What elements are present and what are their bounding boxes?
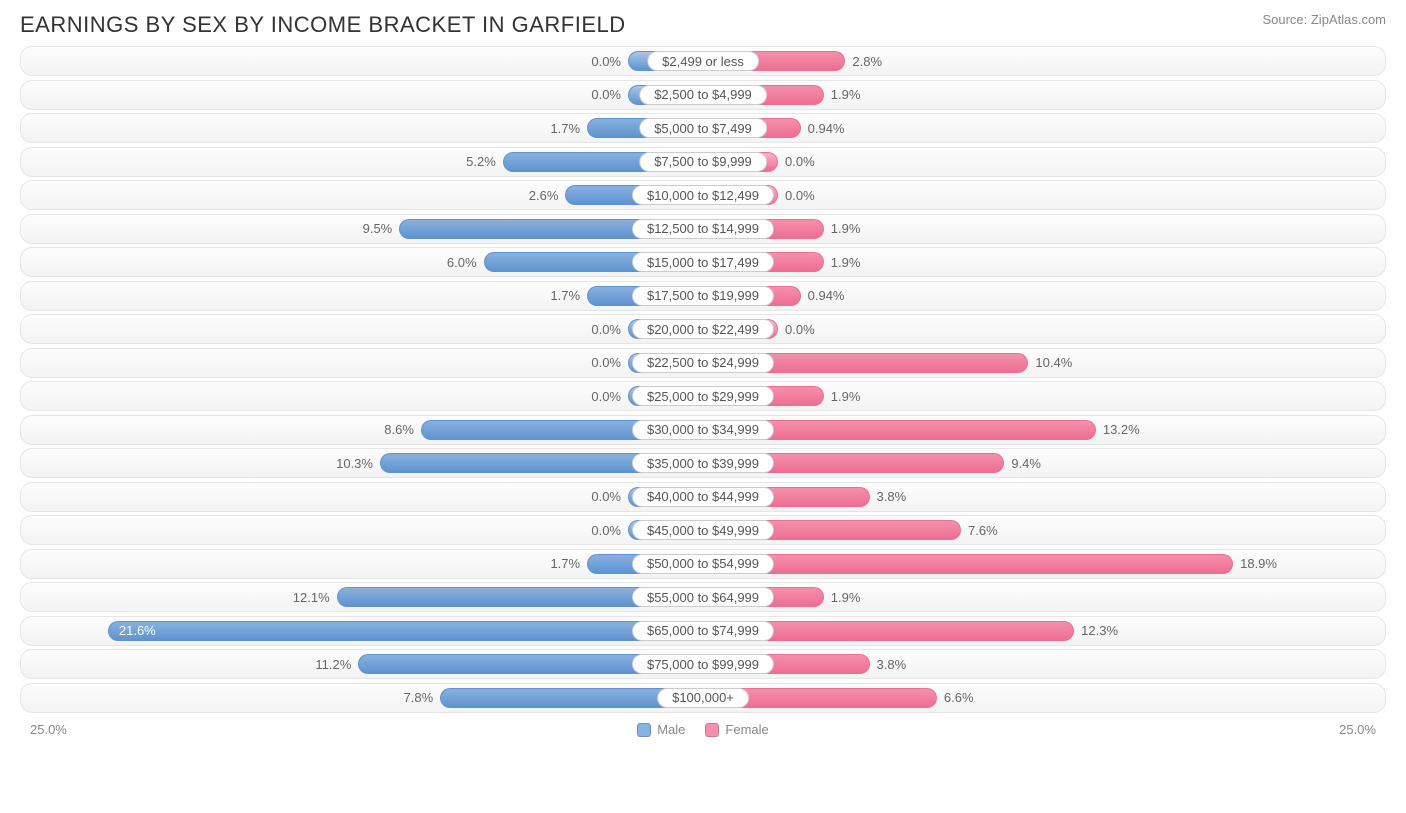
value-female: 13.2%	[1095, 422, 1140, 437]
bracket-label: $55,000 to $64,999	[632, 587, 774, 607]
value-male: 1.7%	[550, 288, 588, 303]
value-male: 0.0%	[591, 87, 629, 102]
value-female: 6.6%	[936, 690, 974, 705]
swatch-male-icon	[637, 723, 651, 737]
value-female: 2.8%	[844, 54, 882, 69]
table-row: 0.0% 2.8% $2,499 or less	[20, 46, 1386, 76]
legend-male-label: Male	[657, 722, 685, 737]
value-male: 2.6%	[529, 188, 567, 203]
legend-item-female: Female	[705, 722, 768, 737]
table-row: 11.2% 3.8% $75,000 to $99,999	[20, 649, 1386, 679]
value-female: 12.3%	[1073, 623, 1118, 638]
chart-title: EARNINGS BY SEX BY INCOME BRACKET IN GAR…	[20, 12, 626, 38]
bracket-label: $25,000 to $29,999	[632, 386, 774, 406]
table-row: 0.0% 7.6% $45,000 to $49,999	[20, 515, 1386, 545]
value-male: 9.5%	[363, 221, 401, 236]
bracket-label: $20,000 to $22,499	[632, 319, 774, 339]
value-male: 10.3%	[336, 456, 381, 471]
value-male: 12.1%	[293, 590, 338, 605]
bracket-label: $35,000 to $39,999	[632, 453, 774, 473]
swatch-female-icon	[705, 723, 719, 737]
legend: Male Female	[637, 722, 769, 737]
bracket-label: $100,000+	[657, 688, 749, 708]
table-row: 0.0% 1.9% $25,000 to $29,999	[20, 381, 1386, 411]
value-male: 21.6%	[109, 623, 156, 638]
table-row: 6.0% 1.9% $15,000 to $17,499	[20, 247, 1386, 277]
bracket-label: $65,000 to $74,999	[632, 621, 774, 641]
table-row: 21.6% 12.3% $65,000 to $74,999	[20, 616, 1386, 646]
table-row: 5.2% 0.0% $7,500 to $9,999	[20, 147, 1386, 177]
bracket-label: $30,000 to $34,999	[632, 420, 774, 440]
table-row: 0.0% 3.8% $40,000 to $44,999	[20, 482, 1386, 512]
table-row: 1.7% 0.94% $5,000 to $7,499	[20, 113, 1386, 143]
chart-source: Source: ZipAtlas.com	[1262, 12, 1386, 27]
value-female: 7.6%	[960, 523, 998, 538]
value-male: 0.0%	[591, 489, 629, 504]
table-row: 8.6% 13.2% $30,000 to $34,999	[20, 415, 1386, 445]
chart-header: EARNINGS BY SEX BY INCOME BRACKET IN GAR…	[0, 0, 1406, 46]
table-row: 1.7%18.9%$50,000 to $54,999	[20, 549, 1386, 579]
table-row: 0.0% 10.4% $22,500 to $24,999	[20, 348, 1386, 378]
value-female: 0.0%	[777, 322, 815, 337]
value-male: 1.7%	[550, 556, 588, 571]
value-female: 1.9%	[823, 255, 861, 270]
value-female: 9.4%	[1003, 456, 1041, 471]
value-female: 1.9%	[823, 590, 861, 605]
chart-area: 0.0% 2.8% $2,499 or less 0.0% 1.9% $2,500 to …	[0, 46, 1406, 713]
value-female: 18.9%	[1232, 556, 1277, 571]
bracket-label: $17,500 to $19,999	[632, 286, 774, 306]
table-row: 1.7% 0.94% $17,500 to $19,999	[20, 281, 1386, 311]
bracket-label: $40,000 to $44,999	[632, 487, 774, 507]
value-female: 10.4%	[1027, 355, 1072, 370]
value-female: 0.0%	[777, 154, 815, 169]
value-male: 5.2%	[466, 154, 504, 169]
value-female: 3.8%	[869, 657, 907, 672]
value-male: 0.0%	[591, 355, 629, 370]
value-female: 1.9%	[823, 87, 861, 102]
bracket-label: $22,500 to $24,999	[632, 353, 774, 373]
bracket-label: $7,500 to $9,999	[639, 152, 767, 172]
value-male: 0.0%	[591, 54, 629, 69]
legend-item-male: Male	[637, 722, 685, 737]
axis-right-max: 25.0%	[1339, 722, 1376, 737]
table-row: 0.0% 0.0%$20,000 to $22,499	[20, 314, 1386, 344]
table-row: 7.8% 6.6% $100,000+	[20, 683, 1386, 713]
value-female: 1.9%	[823, 389, 861, 404]
table-row: 2.6% 0.0%$10,000 to $12,499	[20, 180, 1386, 210]
value-male: 1.7%	[550, 121, 588, 136]
legend-female-label: Female	[725, 722, 768, 737]
bracket-label: $2,500 to $4,999	[639, 85, 767, 105]
chart-footer: 25.0% Male Female 25.0%	[0, 716, 1406, 737]
bracket-label: $15,000 to $17,499	[632, 252, 774, 272]
value-male: 6.0%	[447, 255, 485, 270]
bracket-label: $50,000 to $54,999	[632, 554, 774, 574]
bracket-label: $5,000 to $7,499	[639, 118, 767, 138]
bracket-label: $75,000 to $99,999	[632, 654, 774, 674]
bracket-label: $10,000 to $12,499	[632, 185, 774, 205]
bar-male: 21.6%	[108, 621, 703, 641]
table-row: 12.1% 1.9% $55,000 to $64,999	[20, 582, 1386, 612]
table-row: 10.3% 9.4% $35,000 to $39,999	[20, 448, 1386, 478]
value-male: 7.8%	[404, 690, 442, 705]
value-female: 1.9%	[823, 221, 861, 236]
bracket-label: $45,000 to $49,999	[632, 520, 774, 540]
value-male: 0.0%	[591, 523, 629, 538]
value-female: 0.94%	[800, 121, 845, 136]
value-female: 0.0%	[777, 188, 815, 203]
axis-left-max: 25.0%	[30, 722, 67, 737]
value-female: 0.94%	[800, 288, 845, 303]
bracket-label: $2,499 or less	[647, 51, 759, 71]
value-male: 11.2%	[315, 657, 359, 672]
value-male: 8.6%	[384, 422, 422, 437]
bracket-label: $12,500 to $14,999	[632, 219, 774, 239]
table-row: 0.0% 1.9% $2,500 to $4,999	[20, 80, 1386, 110]
value-male: 0.0%	[591, 389, 629, 404]
table-row: 9.5% 1.9% $12,500 to $14,999	[20, 214, 1386, 244]
value-female: 3.8%	[869, 489, 907, 504]
value-male: 0.0%	[591, 322, 629, 337]
bar-female: 18.9%	[703, 554, 1233, 574]
